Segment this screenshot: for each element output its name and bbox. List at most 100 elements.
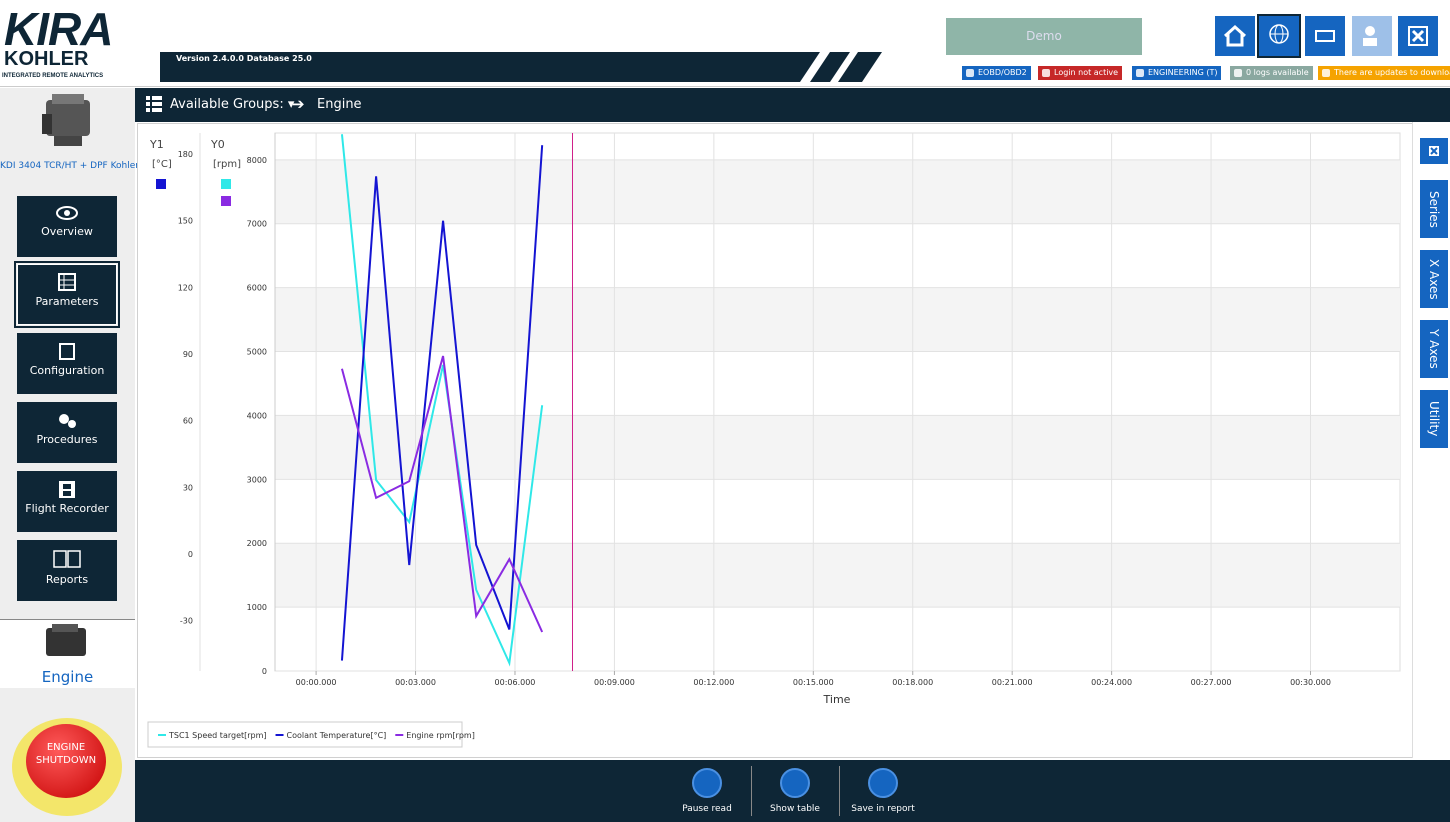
logo-tagline: INTEGRATED REMOTE ANALYTICS <box>2 73 104 79</box>
nav-button[interactable]: Parameters <box>14 261 120 328</box>
x-tick-label: 00:06.000 <box>495 678 536 687</box>
legend-label: Engine rpm[rpm] <box>406 731 475 740</box>
nav-button[interactable]: Procedures <box>17 402 117 463</box>
section-icon <box>46 624 86 656</box>
nav-button[interactable]: Flight Recorder <box>17 471 117 532</box>
side-tab[interactable]: X Axes <box>1420 250 1448 308</box>
y-tick-label: 2000 <box>247 539 267 548</box>
close-button[interactable] <box>1398 16 1438 56</box>
y-tick-label: 6000 <box>247 284 267 293</box>
nav-label: Procedures <box>36 433 98 446</box>
data-line <box>340 134 544 667</box>
toolbar <box>135 88 1450 122</box>
data-line <box>340 355 544 633</box>
x-tick-label: 00:21.000 <box>992 678 1033 687</box>
section-label: Engine <box>41 668 94 686</box>
nav-button[interactable]: Overview <box>17 196 117 257</box>
grid-band <box>275 543 1400 608</box>
y2-axis-title: Y1 <box>149 138 164 151</box>
y2-tick-label: 150 <box>178 217 193 226</box>
grid-band <box>275 287 1400 352</box>
side-tab[interactable]: Series <box>1420 180 1448 238</box>
nav-button[interactable]: Configuration <box>17 333 117 394</box>
nav-label: Overview <box>41 225 93 238</box>
side-tab[interactable]: Y Axes <box>1420 320 1448 378</box>
y2-axis-unit: [°C] <box>152 159 172 170</box>
status-badge: ENGINEERING (T) <box>1132 66 1222 80</box>
device-button[interactable] <box>1305 16 1345 56</box>
y-tick-label: 3000 <box>247 475 267 484</box>
pause-button[interactable]: Pause read <box>672 768 742 814</box>
y2-tick-label: 0 <box>188 550 193 559</box>
y-tick-label: 7000 <box>247 220 267 229</box>
grid-band <box>275 159 1400 224</box>
language-button[interactable] <box>1257 14 1301 58</box>
version: Version 2.4.0.0 Database 25.0 <box>176 54 312 63</box>
cursor-line <box>572 133 573 671</box>
shutdown-button[interactable]: ENGINE SHUTDOWN <box>26 724 106 798</box>
separator <box>839 766 840 816</box>
x-tick-label: 00:18.000 <box>892 678 933 687</box>
connection-button[interactable]: Demo <box>946 18 1142 55</box>
axis-legend-swatch <box>156 179 166 189</box>
legend-label: TSC1 Speed target[rpm] <box>168 731 267 740</box>
nav-label: Flight Recorder <box>25 502 109 515</box>
groups-icon <box>146 96 162 112</box>
status-badge: EOBD/OBD2 <box>962 66 1031 80</box>
header-stripe <box>160 52 882 82</box>
separator <box>751 766 752 816</box>
status-badge: There are updates to download <box>1318 66 1450 80</box>
side-tab[interactable]: Utility <box>1420 390 1448 448</box>
side-close[interactable] <box>1420 138 1448 164</box>
home-button[interactable] <box>1215 16 1255 56</box>
x-tick-label: 00:09.000 <box>594 678 635 687</box>
y-tick-label: 0 <box>262 667 267 676</box>
report-button[interactable]: Save in report <box>848 768 918 814</box>
x-tick-label: 00:27.000 <box>1191 678 1232 687</box>
legend-box <box>147 721 463 748</box>
y2-tick-label: 60 <box>183 417 193 426</box>
axis-legend-swatch <box>221 196 231 206</box>
logo-brand: KIRA <box>4 3 113 55</box>
x-axis-title: Time <box>823 693 851 706</box>
status-badge: 0 logs available <box>1230 66 1313 80</box>
table-button[interactable]: Show table <box>760 768 830 814</box>
user-button[interactable] <box>1352 16 1392 56</box>
x-tick-label: 00:00.000 <box>296 678 337 687</box>
chart: Y1 [°C] Y0 [rpm] Time 0 1000 2000 3000 4000 5… <box>147 132 1401 748</box>
data-line <box>340 145 544 661</box>
groups-label: Available Groups: <box>170 97 284 112</box>
nav-button[interactable]: Reports <box>17 540 117 601</box>
legend-label: Coolant Temperature[°C] <box>287 731 387 740</box>
engine-model: KDI 3404 TCR/HT + DPF Kohler <box>0 161 139 171</box>
y-axis-unit: [rpm] <box>213 159 241 170</box>
y2-tick-label: -30 <box>180 617 193 626</box>
nav-label: Parameters <box>35 295 99 308</box>
y2-tick-label: 30 <box>183 483 193 492</box>
x-tick-label: 00:15.000 <box>793 678 834 687</box>
y2-tick-label: 120 <box>178 283 193 292</box>
groups-dropdown[interactable]: Available Groups: ▾ <box>170 97 295 112</box>
nav-label: Configuration <box>29 364 105 377</box>
x-tick-label: 00:30.000 <box>1290 678 1331 687</box>
y-axis-title: Y0 <box>210 138 225 151</box>
group-name: Engine <box>317 97 362 112</box>
x-tick-label: 00:03.000 <box>395 678 436 687</box>
button-label: Show table <box>770 804 820 814</box>
y-tick-label: 4000 <box>247 411 267 420</box>
status-badge: Login not active <box>1038 66 1123 80</box>
engine-image <box>42 94 90 146</box>
nav-label: Reports <box>45 573 89 586</box>
y-tick-label: 8000 <box>247 156 267 165</box>
logo-maker: KOHLER <box>4 48 89 70</box>
x-tick-label: 00:12.000 <box>693 678 734 687</box>
grid <box>274 132 1401 672</box>
y-tick-label: 1000 <box>247 603 267 612</box>
button-label: Pause read <box>682 804 732 814</box>
x-tick-label: 00:24.000 <box>1091 678 1132 687</box>
button-label: Save in report <box>851 804 915 814</box>
y2-tick-label: 90 <box>183 350 193 359</box>
y-tick-label: 5000 <box>247 348 267 357</box>
grid-band <box>275 415 1400 480</box>
